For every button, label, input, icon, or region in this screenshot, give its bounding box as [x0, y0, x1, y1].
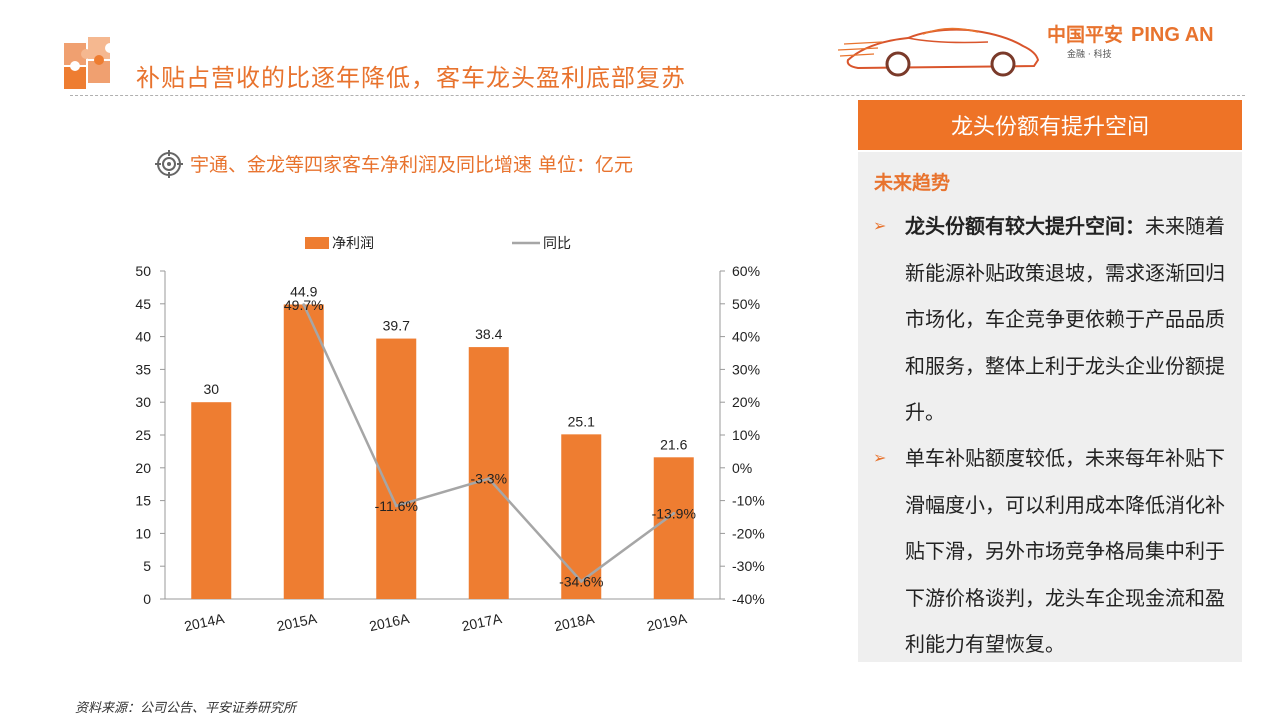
- bar-value-label: 30: [203, 381, 219, 397]
- brand-logo: 中国平安 PING AN: [1047, 20, 1214, 47]
- bar-value-label: 44.9: [290, 283, 317, 299]
- bullet-2-text: 单车补贴额度较低，未来每年补贴下滑幅度小，可以利用成本降低消化补贴下滑，另外市场…: [905, 446, 1225, 656]
- sports-car-illustration: [838, 27, 1040, 77]
- y2-tick-label: 10%: [732, 427, 760, 443]
- y-tick-label: 10: [135, 525, 151, 541]
- x-tick-label: 2015A: [275, 610, 319, 634]
- target-icon: [155, 150, 183, 178]
- x-tick-label: 2018A: [553, 610, 597, 634]
- x-tick-label: 2019A: [645, 610, 689, 634]
- brand-name-en: PING AN: [1131, 24, 1214, 46]
- panel-body: [858, 152, 1242, 662]
- y2-tick-label: 20%: [732, 394, 760, 410]
- bar: [653, 457, 694, 599]
- arrow-bullet-icon: ➢: [873, 448, 887, 467]
- y2-tick-label: -30%: [732, 558, 765, 574]
- bar: [283, 304, 324, 599]
- y2-tick-label: -10%: [732, 493, 765, 509]
- y2-tick-label: -40%: [732, 591, 765, 607]
- brand-name-cn: 中国平安: [1047, 24, 1124, 46]
- y-tick-label: 45: [135, 296, 151, 312]
- panel-section-title: 未来趋势: [874, 172, 951, 194]
- arrow-bullet-icon: ➢: [873, 216, 887, 235]
- x-tick-label: 2016A: [368, 610, 412, 634]
- bullet-1-bold: 龙头份额有较大提升空间：: [905, 214, 1145, 238]
- y2-tick-label: -20%: [732, 525, 765, 541]
- y-tick-label: 30: [135, 394, 151, 410]
- bullet-item-1: ➢ 龙头份额有较大提升空间：未来随着新能源补贴政策退坡，需求逐渐回归市场化，车企…: [873, 203, 1225, 436]
- page-title: 补贴占营收的比逐年降低，客车龙头盈利底部复苏: [136, 64, 686, 92]
- yoy-point: [487, 477, 491, 481]
- y2-tick-label: 60%: [732, 263, 760, 279]
- x-tick-label: 2017A: [460, 610, 504, 634]
- y2-tick-label: 50%: [732, 296, 760, 312]
- y2-tick-label: 30%: [732, 361, 760, 377]
- y-tick-label: 35: [135, 361, 151, 377]
- bullet-1-text: 未来随着新能源补贴政策退坡，需求逐渐回归市场化，车企竞争更依赖于产品品质和服务，…: [905, 214, 1225, 424]
- yoy-point: [579, 579, 583, 583]
- y-tick-label: 5: [143, 558, 151, 574]
- bar: [468, 347, 509, 599]
- chart-subtitle: 宇通、金龙等四家客车净利润及同比增速 单位：亿元: [190, 154, 634, 176]
- bar: [376, 338, 417, 599]
- legend-swatch-bar: [305, 237, 329, 249]
- legend-label-line: 同比: [543, 236, 571, 252]
- bar-value-label: 39.7: [383, 318, 410, 334]
- y-tick-label: 15: [135, 493, 151, 509]
- yoy-value-label: -11.6%: [375, 498, 418, 514]
- bullet-item-2: ➢ 单车补贴额度较低，未来每年补贴下滑幅度小，可以利用成本降低消化补贴下滑，另外…: [873, 435, 1225, 668]
- puzzle-logo-icon: [64, 37, 115, 89]
- y2-tick-label: 40%: [732, 329, 760, 345]
- yoy-value-label: -34.6%: [559, 573, 603, 589]
- yoy-point: [672, 511, 676, 515]
- y-tick-label: 25: [135, 427, 151, 443]
- bar-value-label: 38.4: [475, 326, 502, 342]
- yoy-point: [302, 303, 306, 307]
- brand-tagline: 金融 · 科技: [1067, 50, 1112, 60]
- legend-label-bar: 净利润: [332, 236, 374, 252]
- yoy-value-label: -3.3%: [470, 471, 507, 487]
- y-tick-label: 20: [135, 460, 151, 476]
- y-tick-label: 40: [135, 329, 151, 345]
- yoy-value-label: -13.9%: [652, 505, 696, 521]
- x-tick-label: 2014A: [183, 610, 227, 634]
- y-tick-label: 50: [135, 263, 151, 279]
- bar-value-label: 25.1: [568, 413, 595, 429]
- y2-tick-label: 0%: [732, 460, 752, 476]
- yoy-value-label: 49.7%: [284, 297, 324, 313]
- yoy-point: [394, 504, 398, 508]
- source-note: 资料来源：公司公告、平安证券研究所: [75, 701, 297, 716]
- bar-value-label: 21.6: [660, 436, 687, 452]
- bar: [191, 402, 232, 599]
- net-profit-chart: 5045403530252015105060%50%40%30%20%10%0%…: [135, 236, 765, 634]
- panel-header: 龙头份额有提升空间: [858, 100, 1242, 150]
- y-tick-label: 0: [143, 591, 151, 607]
- title-divider: [70, 95, 1245, 96]
